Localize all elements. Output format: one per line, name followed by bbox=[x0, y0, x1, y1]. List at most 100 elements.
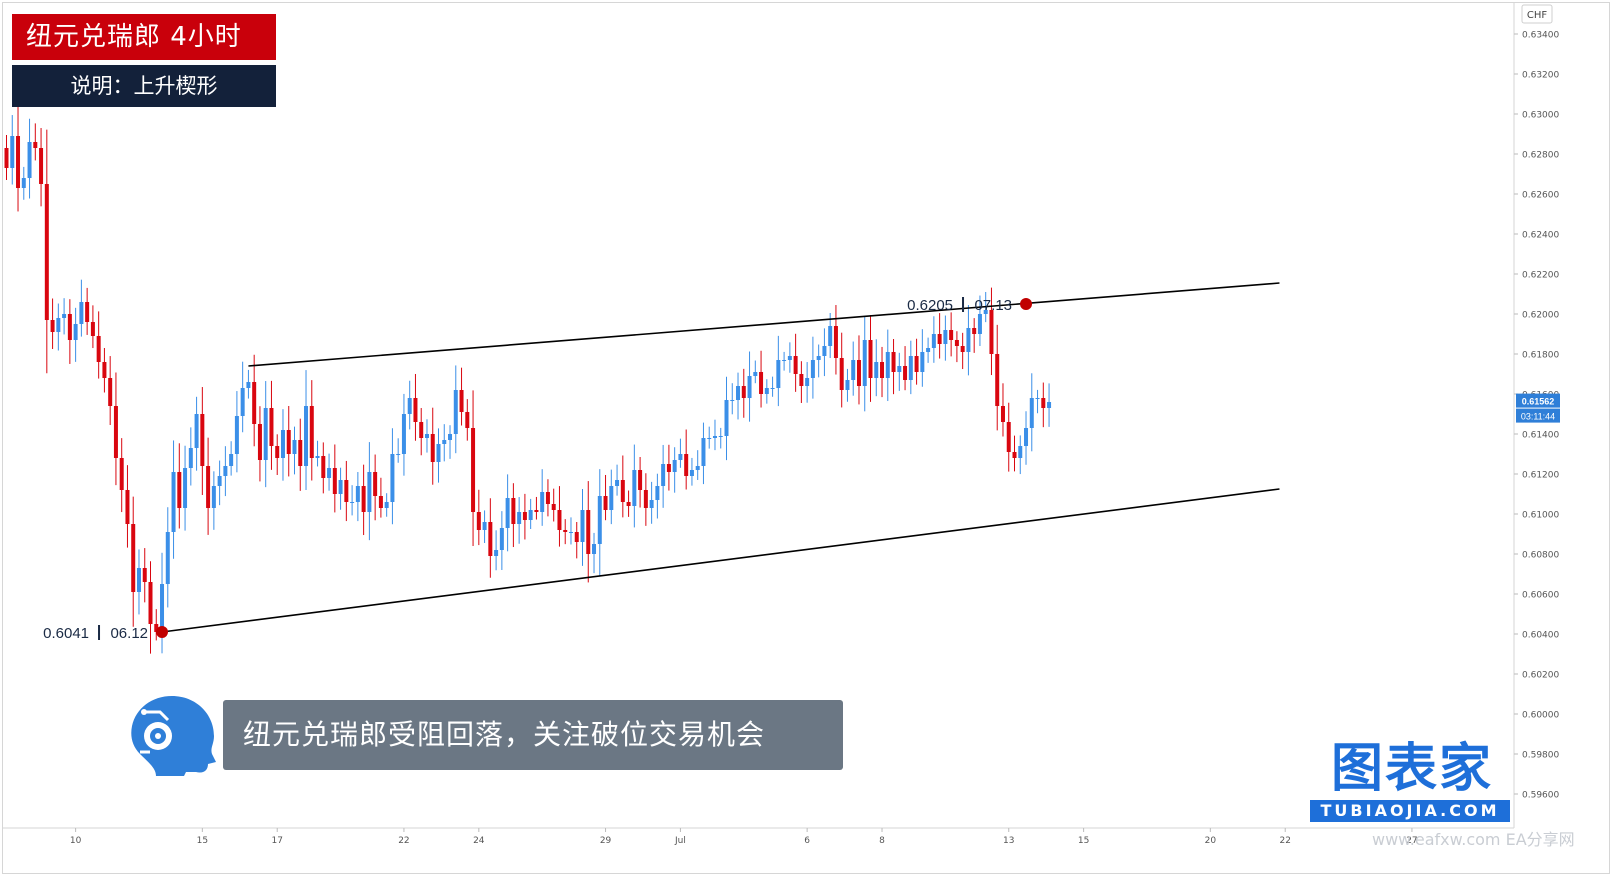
countdown-label: 03:11:44 bbox=[1521, 412, 1555, 422]
candle bbox=[494, 530, 499, 571]
x-tick-label: 6 bbox=[804, 836, 810, 846]
caption-banner: 纽元兑瑞郎受阻回落，关注破位交易机会 bbox=[223, 700, 843, 770]
candle-body bbox=[188, 448, 193, 468]
candle bbox=[275, 434, 280, 475]
candle bbox=[44, 129, 49, 374]
candle bbox=[833, 305, 838, 375]
candle-body bbox=[350, 502, 355, 503]
candle-body bbox=[442, 440, 447, 444]
candle-body bbox=[332, 468, 337, 494]
candle-body bbox=[983, 310, 988, 314]
candle bbox=[689, 457, 694, 486]
candle-body bbox=[764, 388, 769, 394]
time-axis[interactable]: 10 15 17 22 24 29 Jul 6 8 13 15 20 22 27 bbox=[3, 827, 1514, 846]
candle bbox=[655, 473, 660, 519]
candle bbox=[684, 429, 689, 490]
candle-body bbox=[494, 550, 499, 556]
candle bbox=[407, 380, 412, 430]
candle-body bbox=[142, 568, 147, 582]
candle-body bbox=[822, 346, 827, 356]
candle-body bbox=[586, 510, 591, 554]
candle-body bbox=[160, 584, 165, 632]
candle-body bbox=[995, 354, 1000, 406]
candle-body bbox=[367, 472, 372, 512]
brand-name-en: TUBIAOJIA.COM bbox=[1310, 800, 1510, 822]
candle-body bbox=[119, 458, 124, 490]
candle-body bbox=[482, 522, 487, 530]
current-price-box bbox=[1516, 393, 1560, 408]
candle-body bbox=[62, 314, 67, 318]
watermark-text: www.eafxw.com EA分享网 bbox=[1372, 830, 1575, 849]
candle-body bbox=[943, 330, 948, 344]
candle bbox=[972, 318, 977, 353]
extreme-marker bbox=[156, 626, 169, 638]
price-axis[interactable]: CHF 0.63400 0.63200 0.63000 0.62800 0.62600 0… bbox=[1513, 3, 1559, 828]
candle-body bbox=[880, 362, 885, 378]
candle-body bbox=[528, 510, 533, 520]
candle bbox=[960, 332, 965, 370]
y-tick-label: 0.60200 bbox=[1522, 671, 1559, 681]
extreme-marker bbox=[1020, 298, 1033, 310]
candle bbox=[741, 368, 746, 418]
candle-body bbox=[684, 454, 689, 476]
candle bbox=[332, 444, 337, 513]
wedge-lower-line[interactable] bbox=[161, 488, 1280, 633]
candle bbox=[856, 335, 861, 405]
candle bbox=[908, 340, 913, 395]
candle-body bbox=[90, 322, 95, 336]
candle-body bbox=[891, 352, 896, 372]
y-tick-label: 0.62400 bbox=[1522, 231, 1559, 241]
candle bbox=[937, 313, 942, 359]
candle bbox=[125, 465, 130, 548]
candle bbox=[90, 305, 95, 349]
candle bbox=[39, 128, 44, 207]
candle-body bbox=[430, 434, 435, 462]
wedge-upper-line[interactable] bbox=[248, 282, 1280, 367]
candle bbox=[315, 440, 320, 467]
candle bbox=[753, 360, 758, 384]
candle bbox=[868, 315, 873, 402]
candle-body bbox=[787, 356, 792, 360]
y-tick-label: 0.60600 bbox=[1522, 591, 1559, 601]
candle bbox=[148, 561, 153, 654]
brand-logo: 图表家 TUBIAOJIA.COM bbox=[1306, 740, 1516, 826]
y-tick-label: 0.62200 bbox=[1522, 271, 1559, 281]
candle-body bbox=[44, 184, 49, 320]
annotation-price: 0.6041 bbox=[43, 625, 89, 642]
candle-body bbox=[649, 500, 654, 508]
candle-body bbox=[712, 436, 717, 438]
candle bbox=[557, 486, 562, 547]
candle-body bbox=[407, 398, 412, 414]
candle-body bbox=[592, 544, 597, 554]
candle bbox=[419, 408, 424, 456]
candle bbox=[136, 549, 141, 615]
candle bbox=[390, 428, 395, 525]
candle-body bbox=[868, 340, 873, 378]
candle bbox=[989, 287, 994, 376]
candle-body bbox=[165, 532, 170, 584]
currency-label: CHF bbox=[1527, 10, 1548, 21]
candle-body bbox=[223, 466, 228, 476]
candle-body bbox=[615, 480, 620, 486]
candle bbox=[597, 469, 602, 576]
candle-body bbox=[453, 390, 458, 434]
candle-body bbox=[897, 366, 902, 372]
candle bbox=[643, 473, 648, 526]
candle-body bbox=[643, 490, 648, 508]
candle bbox=[903, 346, 908, 391]
candle bbox=[373, 454, 378, 521]
candle-body bbox=[620, 480, 625, 502]
candle-body bbox=[776, 360, 781, 388]
candle-body bbox=[136, 568, 141, 592]
candle bbox=[79, 279, 84, 337]
candle bbox=[701, 422, 706, 485]
candle bbox=[246, 369, 251, 399]
candle bbox=[448, 425, 453, 459]
candle bbox=[517, 497, 522, 544]
candle-body bbox=[108, 378, 113, 406]
candle-body bbox=[885, 352, 890, 378]
candle bbox=[949, 312, 954, 357]
candle-body bbox=[949, 330, 954, 340]
candle bbox=[211, 471, 216, 530]
